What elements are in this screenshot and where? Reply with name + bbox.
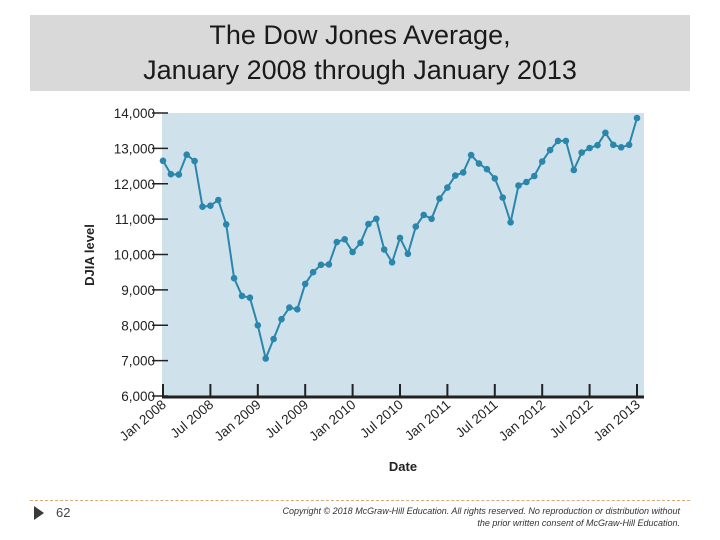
data-point <box>570 166 578 174</box>
data-point <box>199 203 206 210</box>
data-point <box>578 149 585 156</box>
data-point <box>294 306 301 313</box>
x-tick-label: Jul 2012 <box>547 397 596 441</box>
data-point <box>562 137 570 145</box>
data-point <box>365 220 372 228</box>
data-point <box>507 219 514 226</box>
data-point <box>420 211 428 219</box>
data-point <box>333 238 341 246</box>
data-point <box>475 160 483 167</box>
data-point <box>499 194 507 201</box>
slide-title: The Dow Jones Average, January 2008 thro… <box>30 18 690 88</box>
y-tick-label: 6,000 <box>121 389 155 404</box>
data-point <box>238 292 246 300</box>
data-point <box>602 129 609 137</box>
data-point <box>523 178 530 186</box>
y-axis: 6,000 7,000 8,000 9,000 10,000 11,000 12,000 13… <box>114 106 168 404</box>
data-point <box>167 170 175 178</box>
y-tick-label: 10,000 <box>114 248 155 263</box>
copyright-line-1: Copyright © 2018 McGraw-Hill Education. … <box>282 506 680 516</box>
x-tick-label: Jan 2011 <box>402 397 453 444</box>
data-point <box>404 250 412 258</box>
y-tick-label: 13,000 <box>114 141 155 156</box>
data-point <box>388 259 396 266</box>
data-point <box>207 202 214 209</box>
data-point <box>262 355 270 362</box>
y-tick-label: 9,000 <box>121 283 155 298</box>
data-point <box>309 268 317 276</box>
data-point <box>594 141 601 149</box>
x-tick-label: Jan 2009 <box>212 397 264 444</box>
x-tick-label: Jan 2012 <box>496 397 548 444</box>
data-point <box>325 261 333 268</box>
data-point <box>183 151 190 158</box>
data-point <box>159 157 167 165</box>
data-point <box>531 172 538 180</box>
data-point <box>373 215 380 223</box>
data-point <box>546 146 554 154</box>
data-point <box>617 144 625 151</box>
data-point <box>270 335 277 343</box>
x-tick-label: Jul 2011 <box>453 397 501 441</box>
y-tick-label: 8,000 <box>121 318 155 333</box>
footer-divider <box>30 500 690 501</box>
data-point <box>515 182 522 189</box>
data-point <box>483 165 491 173</box>
data-point <box>633 114 641 122</box>
data-point <box>491 175 499 182</box>
data-point <box>459 169 467 176</box>
data-point <box>396 234 404 242</box>
data-point <box>349 248 356 256</box>
bullet-arrow-icon <box>34 506 44 520</box>
data-point <box>412 223 420 230</box>
data-point <box>301 280 309 288</box>
plot-area <box>162 113 644 396</box>
data-point <box>254 322 262 329</box>
page-number: 62 <box>56 505 71 520</box>
data-point <box>317 261 325 269</box>
copyright-line-2: the prior written consent of McGraw-Hill… <box>477 518 680 528</box>
copyright-notice: Copyright © 2018 McGraw-Hill Education. … <box>230 505 680 529</box>
data-point <box>452 172 459 179</box>
data-point <box>467 151 475 159</box>
data-point <box>341 236 349 243</box>
series-djia <box>159 114 641 362</box>
data-point <box>215 196 222 204</box>
x-axis-label: Date <box>389 459 417 474</box>
x-tick-label: Jul 2009 <box>262 397 311 441</box>
x-tick-label: Jan 2013 <box>591 397 643 444</box>
y-tick-label: 7,000 <box>121 354 155 369</box>
data-point <box>436 195 443 202</box>
y-axis-label: DJIA level <box>82 224 97 286</box>
data-point <box>357 239 364 247</box>
data-point <box>246 294 254 302</box>
x-tick-label: Jul 2010 <box>357 397 406 441</box>
data-point <box>278 315 285 323</box>
y-tick-label: 11,000 <box>115 212 155 227</box>
data-point <box>428 215 435 223</box>
data-point <box>444 184 451 191</box>
x-tick-label: Jul 2008 <box>168 397 217 441</box>
data-point <box>191 157 198 165</box>
y-tick-label: 12,000 <box>114 177 155 192</box>
data-point <box>625 141 633 149</box>
data-point <box>230 274 238 282</box>
data-point <box>380 246 388 253</box>
data-point <box>538 158 546 165</box>
data-point <box>222 221 230 228</box>
y-tick-label: 14,000 <box>114 106 155 121</box>
x-tick-label: Jan 2010 <box>306 397 358 444</box>
data-point <box>586 144 593 152</box>
title-line-2: January 2008 through January 2013 <box>143 55 577 85</box>
data-point <box>610 141 617 149</box>
data-point <box>286 304 293 311</box>
data-point <box>554 137 562 145</box>
title-band <box>30 15 690 91</box>
title-line-1: The Dow Jones Average, <box>209 20 511 50</box>
data-point <box>175 171 183 178</box>
